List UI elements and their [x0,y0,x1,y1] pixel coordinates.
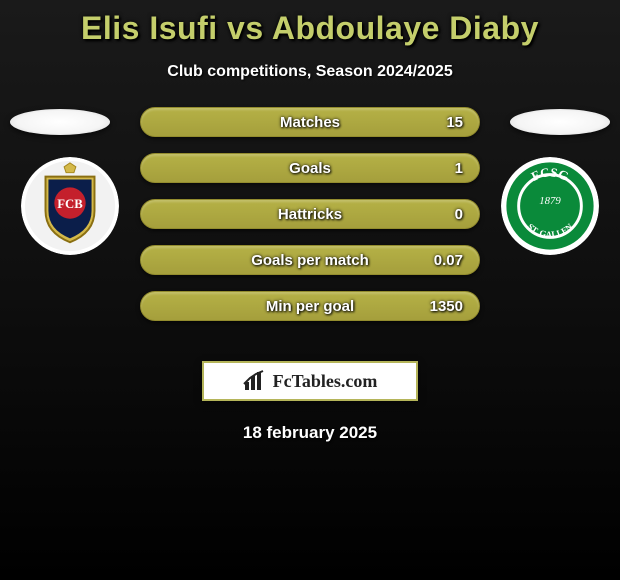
stat-value: 15 [446,108,463,136]
fc-basel-badge-icon: FCB [21,157,119,255]
stat-bars: Matches 15 Goals 1 Hattricks 0 Goals per… [140,107,480,337]
stat-row-matches: Matches 15 [140,107,480,137]
page-subtitle: Club competitions, Season 2024/2025 [0,63,620,81]
fc-stgallen-badge-icon: FCSG ST. GALLEN 1879 [501,157,599,255]
stat-label: Goals [141,154,479,182]
stat-row-goals: Goals 1 [140,153,480,183]
stat-label: Hattricks [141,200,479,228]
club-badge-right: FCSG ST. GALLEN 1879 [501,157,599,255]
snapshot-date: 18 february 2025 [0,423,620,443]
bar-chart-icon [243,370,267,392]
player-marker-right [510,109,610,135]
stat-value: 0 [455,200,463,228]
stat-value: 1 [455,154,463,182]
comparison-stage: FCB FCSG ST. GALLEN 1879 Matches 15 Goa [0,101,620,361]
attribution-box: FcTables.com [202,361,418,401]
fc-basel-initials: FCB [57,197,83,211]
stat-label: Matches [141,108,479,136]
stat-value: 0.07 [434,246,463,274]
stat-label: Goals per match [141,246,479,274]
stat-label: Min per goal [141,292,479,320]
page-title: Elis Isufi vs Abdoulaye Diaby [0,0,620,47]
stat-row-hattricks: Hattricks 0 [140,199,480,229]
player-marker-left [10,109,110,135]
stat-row-min-per-goal: Min per goal 1350 [140,291,480,321]
club-badge-left: FCB [21,157,119,255]
svg-text:1879: 1879 [539,195,561,207]
stat-row-goals-per-match: Goals per match 0.07 [140,245,480,275]
stat-value: 1350 [430,292,463,320]
attribution-text: FcTables.com [273,371,378,392]
